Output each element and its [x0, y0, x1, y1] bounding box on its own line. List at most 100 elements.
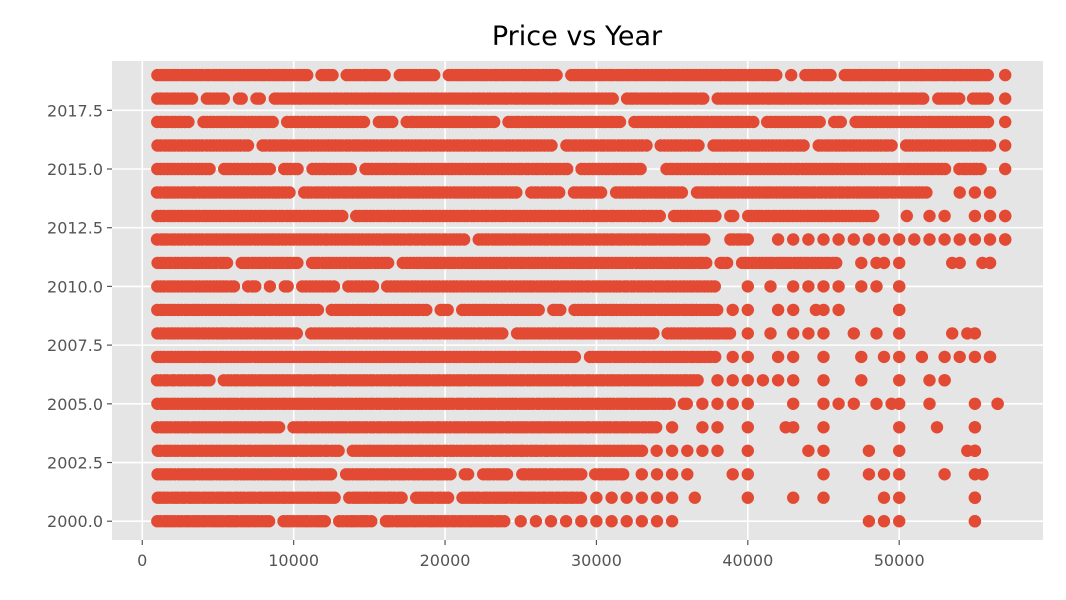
data-point	[241, 139, 255, 152]
data-point	[386, 115, 399, 129]
data-point	[893, 515, 906, 528]
data-point	[817, 468, 830, 481]
data-point	[968, 444, 982, 457]
data-point	[711, 421, 724, 434]
data-point	[262, 515, 276, 528]
data-point	[182, 115, 195, 129]
y-tick-label: 2007.5	[47, 336, 103, 355]
data-point	[983, 209, 997, 223]
data-point	[968, 491, 982, 504]
data-point	[893, 303, 906, 317]
data-point	[711, 374, 724, 387]
data-point	[620, 515, 633, 528]
data-point	[291, 256, 304, 270]
data-point	[770, 68, 783, 82]
data-point	[983, 350, 997, 364]
data-point	[834, 115, 847, 129]
data-point	[771, 374, 785, 387]
data-point	[291, 162, 304, 176]
y-tick-label: 2000.0	[47, 512, 103, 531]
data-point	[981, 92, 994, 105]
data-point	[496, 327, 509, 340]
data-point	[938, 350, 951, 364]
data-point	[785, 68, 798, 82]
x-tick-label: 10000	[268, 551, 319, 570]
data-point	[968, 397, 982, 410]
data-point	[968, 515, 982, 528]
data-point	[764, 327, 777, 340]
data-point	[862, 233, 876, 246]
data-point	[787, 397, 800, 410]
data-point	[381, 256, 395, 270]
data-point	[817, 374, 830, 387]
data-point	[675, 186, 689, 199]
data-point	[920, 186, 933, 199]
data-point	[953, 92, 966, 105]
data-point	[862, 468, 876, 481]
data-point	[529, 515, 543, 528]
y-tick-label: 2005.0	[47, 395, 103, 414]
data-point	[817, 233, 830, 246]
data-point	[711, 303, 724, 317]
data-point	[741, 444, 754, 457]
data-point	[366, 280, 380, 293]
data-point	[696, 421, 709, 434]
data-point	[832, 303, 845, 317]
data-point	[930, 421, 944, 434]
data-point	[923, 209, 936, 223]
data-point	[272, 421, 286, 434]
data-point	[787, 421, 800, 434]
data-point	[290, 327, 303, 340]
data-point	[249, 280, 262, 293]
data-point	[461, 468, 475, 481]
data-point	[877, 491, 891, 504]
data-point	[696, 397, 709, 410]
data-point	[700, 256, 713, 270]
data-point	[862, 444, 876, 457]
data-point	[727, 209, 740, 223]
x-tick-label: 30000	[571, 551, 622, 570]
data-point	[953, 186, 966, 199]
data-point	[554, 303, 567, 317]
data-point	[832, 280, 845, 293]
data-point	[741, 327, 754, 340]
data-point	[263, 280, 277, 293]
data-point	[787, 374, 800, 387]
data-point	[344, 162, 357, 176]
data-point	[203, 374, 216, 387]
data-point	[590, 491, 603, 504]
data-point	[968, 209, 982, 223]
data-point	[813, 115, 826, 129]
data-point	[647, 327, 660, 340]
data-point	[185, 92, 199, 105]
data-point	[893, 468, 906, 481]
data-point	[680, 397, 693, 410]
data-point	[797, 139, 810, 152]
data-point	[741, 350, 754, 364]
data-point	[544, 515, 558, 528]
data-point	[855, 374, 868, 387]
data-point	[817, 421, 830, 434]
data-point	[832, 233, 845, 246]
data-point	[741, 374, 754, 387]
data-point	[217, 92, 230, 105]
data-point	[741, 303, 754, 317]
data-point	[893, 350, 906, 364]
data-point	[923, 397, 936, 410]
data-point	[771, 233, 785, 246]
data-point	[817, 303, 830, 317]
data-point	[893, 397, 906, 410]
data-point	[923, 374, 936, 387]
data-point	[893, 327, 906, 340]
data-point	[981, 115, 995, 129]
chart-title: Price vs Year	[492, 21, 663, 52]
data-point	[640, 139, 653, 152]
data-point	[561, 162, 574, 176]
data-point	[594, 186, 608, 199]
data-point	[311, 303, 325, 317]
data-point	[999, 209, 1012, 223]
data-point	[726, 468, 739, 481]
data-point	[514, 515, 527, 528]
data-point	[893, 444, 906, 457]
